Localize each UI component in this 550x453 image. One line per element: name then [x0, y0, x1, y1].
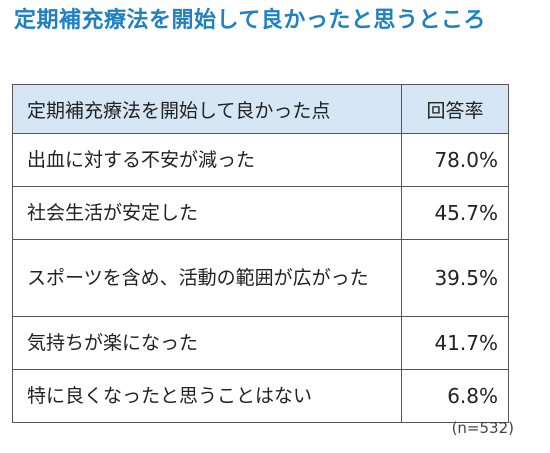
- row-item: 出血に対する不安が減った: [11, 133, 403, 187]
- row-rate: 6.8%: [401, 369, 509, 423]
- row-rate: 45.7%: [401, 186, 509, 240]
- page-title: 定期補充療法を開始して良かったと思うところ: [14, 8, 486, 33]
- sample-size-note: (n=532): [451, 419, 514, 437]
- header-item: 定期補充療法を開始して良かった点: [11, 84, 403, 134]
- table-row: スポーツを含め、活動の範囲が広がった 39.5%: [11, 239, 509, 317]
- table-header-row: 定期補充療法を開始して良かった点 回答率: [11, 84, 509, 134]
- table-row: 社会生活が安定した 45.7%: [11, 186, 509, 240]
- header-rate: 回答率: [401, 84, 509, 134]
- row-item: 特に良くなったと思うことはない: [11, 369, 403, 423]
- table-row: 特に良くなったと思うことはない 6.8%: [11, 369, 509, 423]
- row-item: スポーツを含め、活動の範囲が広がった: [11, 239, 403, 317]
- row-item: 社会生活が安定した: [11, 186, 403, 240]
- row-rate: 39.5%: [401, 239, 509, 317]
- table-row: 気持ちが楽になった 41.7%: [11, 316, 509, 370]
- table-row: 出血に対する不安が減った 78.0%: [11, 133, 509, 187]
- row-rate: 78.0%: [401, 133, 509, 187]
- row-item: 気持ちが楽になった: [11, 316, 403, 370]
- results-table: 定期補充療法を開始して良かった点 回答率 出血に対する不安が減った 78.0% …: [11, 84, 509, 423]
- row-rate: 41.7%: [401, 316, 509, 370]
